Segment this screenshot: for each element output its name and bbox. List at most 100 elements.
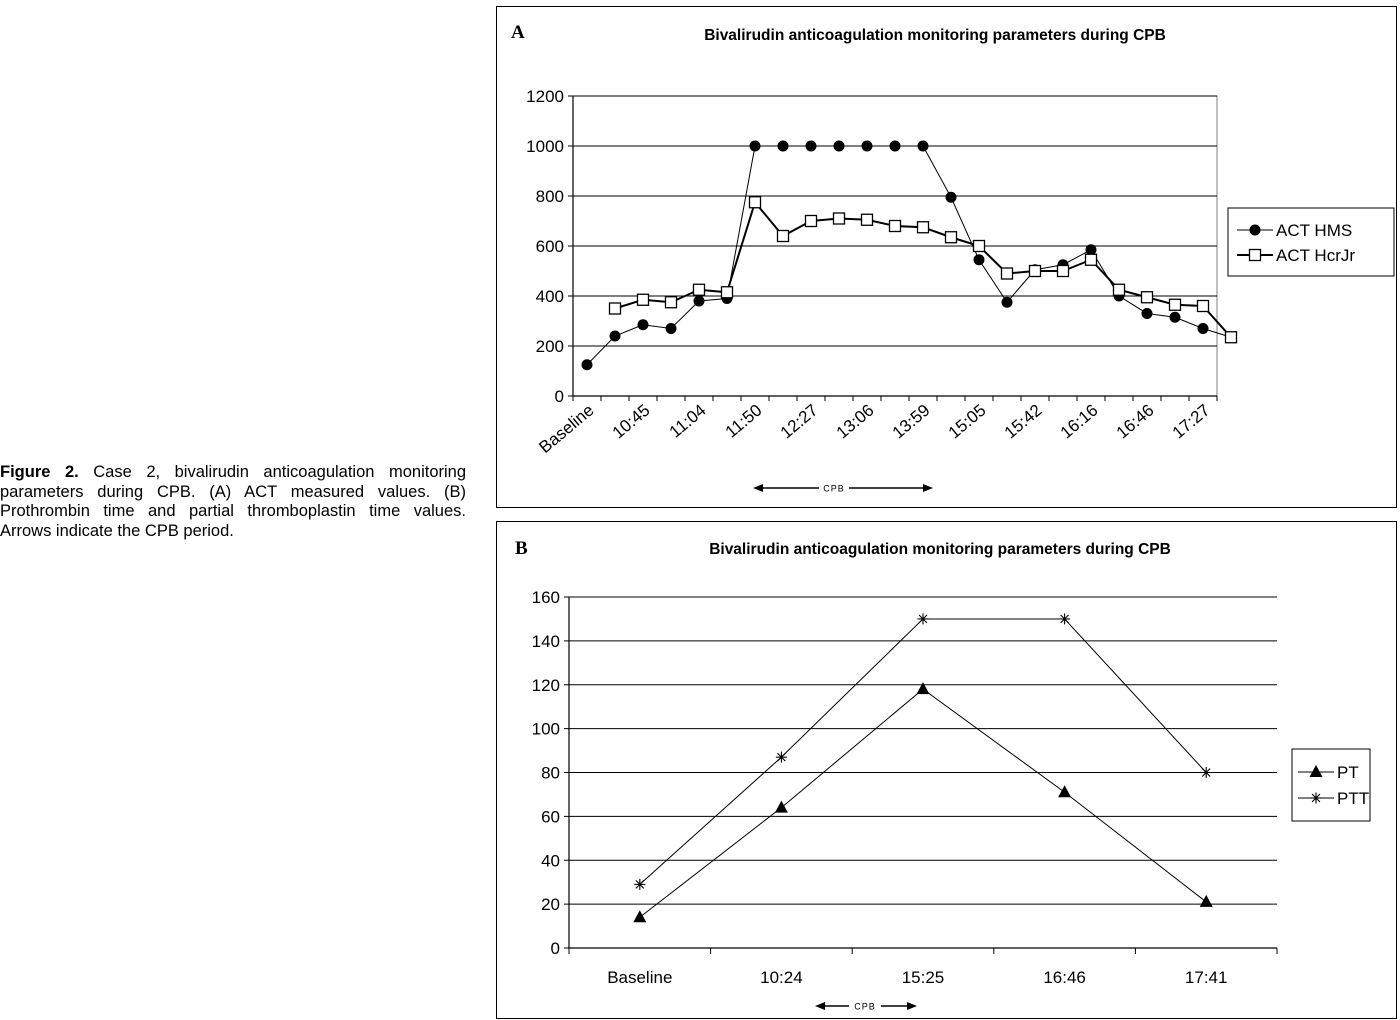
cpb-arrow-right xyxy=(907,1002,917,1010)
data-point xyxy=(774,800,788,813)
data-point xyxy=(637,319,649,331)
data-point xyxy=(1001,296,1013,308)
data-point xyxy=(775,751,787,763)
data-point xyxy=(1168,298,1182,311)
x-tick-label: 10:24 xyxy=(760,968,803,987)
data-point xyxy=(1084,253,1098,266)
x-tick-label: 12:27 xyxy=(777,401,822,443)
data-point xyxy=(1197,323,1209,334)
figure-caption: Figure 2. Case 2, bivalirudin anticoagul… xyxy=(0,463,466,541)
series-line-1 xyxy=(639,688,1207,918)
legend-box xyxy=(1227,207,1395,277)
data-point xyxy=(889,140,901,152)
x-tick-label: 13:06 xyxy=(833,401,878,443)
data-point xyxy=(860,213,874,226)
y-tick-label: 20 xyxy=(541,895,560,914)
data-point xyxy=(749,140,761,152)
series-line-1 xyxy=(586,145,1232,366)
x-tick-label: 17:41 xyxy=(1185,968,1228,987)
y-tick-label: 600 xyxy=(536,237,564,256)
x-tick-label: 16:46 xyxy=(1113,401,1158,443)
y-tick-label: 160 xyxy=(532,588,560,607)
data-point xyxy=(804,214,818,228)
chart-title: Bivalirudin anticoagulation monitoring p… xyxy=(704,27,1166,44)
data-point xyxy=(748,196,762,209)
caption-label: Figure 2. xyxy=(0,463,79,481)
x-tick-label: 16:46 xyxy=(1043,968,1086,987)
x-tick-label: 11:50 xyxy=(722,401,766,442)
y-tick-label: 140 xyxy=(532,632,560,651)
cpb-arrow-left xyxy=(753,484,763,492)
data-point xyxy=(944,231,958,244)
data-point xyxy=(833,140,845,152)
y-tick-label: 800 xyxy=(536,187,564,206)
data-point xyxy=(832,212,846,225)
x-tick-label: 15:42 xyxy=(1001,401,1046,443)
x-tick-label: 16:16 xyxy=(1057,401,1102,443)
data-point xyxy=(973,254,985,266)
legend-marker xyxy=(1248,248,1262,262)
data-point xyxy=(945,191,957,203)
data-point xyxy=(664,296,678,309)
data-point xyxy=(776,229,790,243)
x-tick-label: 15:05 xyxy=(945,401,990,443)
data-point xyxy=(1058,785,1072,798)
cpb-label: CPB xyxy=(823,484,845,494)
data-point xyxy=(917,613,929,625)
data-point xyxy=(1224,331,1238,344)
data-point xyxy=(805,140,817,152)
data-point xyxy=(888,219,902,233)
y-tick-label: 120 xyxy=(532,676,560,695)
cpb-arrow-left xyxy=(815,1002,825,1010)
cpb-label: CPB xyxy=(854,1002,876,1012)
data-point xyxy=(634,878,646,890)
chart-b-svg: B Bivalirudin anticoagulation monitoring … xyxy=(515,538,1371,1012)
data-point xyxy=(1085,244,1097,256)
legend-label: PT xyxy=(1337,763,1359,782)
chart-panel-b: B Bivalirudin anticoagulation monitoring … xyxy=(496,521,1397,1019)
data-point xyxy=(1056,264,1070,278)
y-tick-label: 40 xyxy=(541,851,560,870)
legend-marker xyxy=(1309,765,1323,777)
y-tick-label: 1200 xyxy=(526,87,564,106)
data-point xyxy=(1140,291,1154,304)
data-point xyxy=(1059,613,1071,625)
x-tick-label: 11:04 xyxy=(666,401,710,442)
data-point xyxy=(1141,308,1153,319)
x-tick-label: 13:59 xyxy=(889,401,934,443)
data-point xyxy=(861,140,873,152)
legend-marker xyxy=(1249,224,1261,236)
chart-title: Bivalirudin anticoagulation monitoring p… xyxy=(709,541,1171,558)
data-point xyxy=(1028,264,1042,278)
y-tick-label: 400 xyxy=(536,287,564,306)
panel-letter: B xyxy=(515,538,528,559)
data-point xyxy=(609,330,621,342)
chart-a-svg: A Bivalirudin anticoagulation monitoring … xyxy=(511,22,1395,494)
data-point xyxy=(972,239,986,253)
legend-label: ACT HMS xyxy=(1276,221,1352,240)
x-tick-label: 10:45 xyxy=(609,401,654,443)
y-tick-label: 0 xyxy=(555,387,564,406)
data-point xyxy=(636,293,650,306)
x-tick-label: 17:27 xyxy=(1169,401,1214,443)
data-point xyxy=(720,286,734,299)
data-point xyxy=(917,140,929,152)
legend-label: ACT HcrJr xyxy=(1276,246,1355,265)
cpb-arrow-right xyxy=(923,484,933,492)
y-tick-label: 60 xyxy=(541,807,560,826)
x-tick-label: Baseline xyxy=(535,401,597,457)
chart-panel-a: A Bivalirudin anticoagulation monitoring … xyxy=(496,6,1397,508)
y-tick-label: 1000 xyxy=(526,137,564,156)
data-point xyxy=(633,910,647,923)
legend-marker xyxy=(1310,792,1322,804)
data-point xyxy=(916,221,930,234)
data-point xyxy=(1169,311,1181,323)
data-point xyxy=(1199,894,1213,907)
series-line-2 xyxy=(639,618,1207,885)
data-point xyxy=(916,682,930,695)
legend-label: PTT xyxy=(1337,789,1369,808)
data-point xyxy=(693,295,705,307)
data-point xyxy=(665,323,677,334)
x-tick-label: 15:25 xyxy=(902,968,945,987)
data-point xyxy=(581,359,593,371)
